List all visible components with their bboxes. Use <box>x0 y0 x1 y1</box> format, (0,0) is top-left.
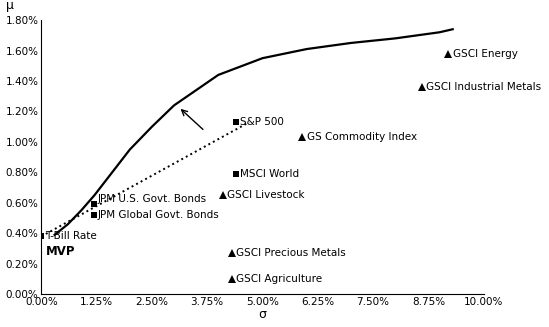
Text: GSCI Industrial Metals: GSCI Industrial Metals <box>426 82 541 92</box>
Text: GSCI Livestock: GSCI Livestock <box>227 190 305 200</box>
X-axis label: σ: σ <box>259 308 266 321</box>
Text: MVP: MVP <box>46 245 75 258</box>
Text: MSCI World: MSCI World <box>240 169 300 179</box>
Text: GSCI Energy: GSCI Energy <box>453 49 518 59</box>
Text: S&P 500: S&P 500 <box>240 117 284 127</box>
Y-axis label: μ: μ <box>7 0 14 12</box>
Text: T-Bill Rate: T-Bill Rate <box>45 232 97 241</box>
Text: JPM U.S. Govt. Bonds: JPM U.S. Govt. Bonds <box>98 194 207 204</box>
Text: GSCI Precious Metals: GSCI Precious Metals <box>236 248 346 258</box>
Text: GSCI Agriculture: GSCI Agriculture <box>236 274 322 284</box>
Text: JPM Global Govt. Bonds: JPM Global Govt. Bonds <box>98 210 220 220</box>
Text: GS Commodity Index: GS Commodity Index <box>307 132 417 142</box>
